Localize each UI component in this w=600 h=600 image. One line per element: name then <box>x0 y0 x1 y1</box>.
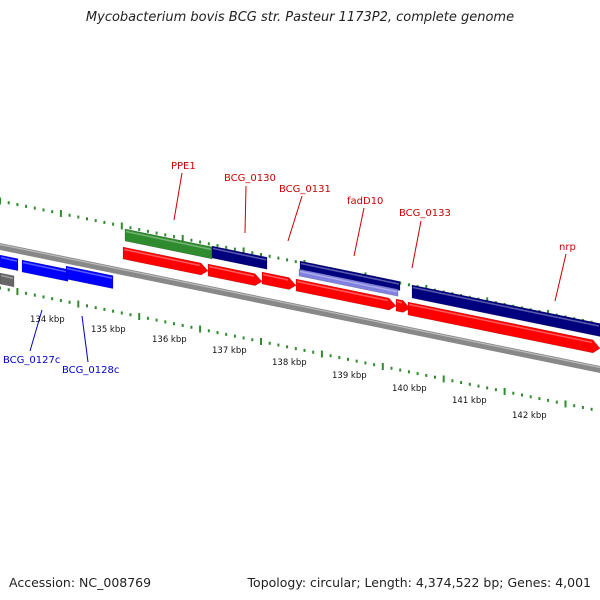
gene-fadd10-lower-feature <box>298 268 399 297</box>
gene-fadd10-top-feature <box>299 260 401 291</box>
leader-line-upper-4 <box>411 220 422 269</box>
cds-bcg0128c-feature <box>65 265 114 290</box>
accession-info: Accession: NC_008769 <box>9 575 151 590</box>
length-label: Length: <box>364 575 412 590</box>
cds-nrp-feature-gloss <box>408 303 593 344</box>
scale-label-0: 134 kbp <box>30 315 65 325</box>
gene-features <box>0 228 600 354</box>
cds-fadd10-feature-gloss <box>296 280 389 302</box>
leader-line-lower-0 <box>29 309 43 352</box>
cds-bcg0130-feature-gloss <box>208 265 255 277</box>
gray-left-edge-feature <box>0 272 15 288</box>
scale-label-2: 136 kbp <box>152 335 187 345</box>
scale-label-4: 138 kbp <box>272 358 307 368</box>
map-title: Mycobacterium bovis BCG str. Pasteur 117… <box>85 10 515 25</box>
gray-left-edge-feature-gloss <box>0 274 14 280</box>
topology-label: Topology: <box>247 575 307 590</box>
cds-bcg0130-feature <box>207 263 263 286</box>
scale-label-8: 142 kbp <box>512 411 547 421</box>
cds-ppe1-feature <box>122 246 209 276</box>
cds-left-edge-feature <box>0 254 19 272</box>
gene-ppe1-feature <box>124 228 213 260</box>
genome-backbone <box>0 243 600 373</box>
cds-bcg0133-feature <box>395 298 411 313</box>
accession-value: NC_008769 <box>79 575 152 590</box>
length-value: 4,374,522 bp <box>415 575 500 590</box>
cds-bcg0128c-feature-gloss <box>66 267 113 279</box>
cds-bcg0131-feature-gloss <box>262 273 289 281</box>
scale-label-6: 140 kbp <box>392 384 427 394</box>
topology-value: circular <box>310 575 357 590</box>
leader-line-lower-1 <box>81 315 89 363</box>
leader-line-upper-1 <box>244 185 247 234</box>
scale-label-7: 141 kbp <box>452 396 487 406</box>
gene-label-bcg-0127c: BCG_0127c <box>3 355 60 366</box>
gene-label-bcg-0130: BCG_0130 <box>224 173 276 184</box>
leader-line-upper-0 <box>173 172 183 221</box>
gene-label-ppe1: PPE1 <box>171 161 196 172</box>
gene-fadd10-lower-feature-gloss <box>299 270 398 293</box>
gene-label-bcg-0128c: BCG_0128c <box>62 365 119 376</box>
cds-bcg0133-feature-gloss <box>396 300 403 304</box>
cds-nrp-feature <box>407 301 600 354</box>
cds-left-edge-feature-gloss <box>0 256 18 262</box>
gene-fadd10-top-feature-gloss <box>300 262 400 285</box>
cds-bcg0131-feature <box>261 271 297 290</box>
gene-ppe1-feature-gloss <box>125 230 212 251</box>
genes-label: Genes: <box>507 575 552 590</box>
gene-nrp-feature <box>411 284 600 337</box>
leader-line-upper-3 <box>353 207 365 257</box>
gene-bcg0130-feature-gloss <box>212 247 267 261</box>
cds-bcg0127c-feature-gloss <box>22 261 68 273</box>
backbone-highlight <box>0 243 600 369</box>
inner-tick-track <box>0 286 593 411</box>
leader-line-upper-5 <box>554 253 567 302</box>
gene-label-bcg-0131: BCG_0131 <box>279 184 331 195</box>
scale-label-5: 139 kbp <box>332 371 367 381</box>
accession-label: Accession: <box>9 575 76 590</box>
scale-label-1: 135 kbp <box>91 325 126 335</box>
cds-ppe1-feature-gloss <box>123 248 201 267</box>
label-leader-lines <box>29 172 567 363</box>
leader-line-upper-2 <box>287 195 303 242</box>
genes-value: 4,001 <box>555 575 591 590</box>
cds-fadd10-feature <box>295 278 397 311</box>
gene-label-nrp: nrp <box>559 242 576 253</box>
gene-bcg0130-feature <box>211 245 268 270</box>
gene-label-bcg-0133: BCG_0133 <box>399 208 451 219</box>
gene-label-fadd10: fadD10 <box>347 196 383 207</box>
genome-summary: Topology: circular; Length: 4,374,522 bp… <box>247 575 591 590</box>
gene-nrp-feature-gloss <box>412 286 600 327</box>
cds-bcg0127c-feature <box>21 259 69 282</box>
scale-label-3: 137 kbp <box>212 346 247 356</box>
scale-labels: 134 kbp 135 kbp 136 kbp 137 kbp 138 kbp 139 k… <box>30 315 547 421</box>
